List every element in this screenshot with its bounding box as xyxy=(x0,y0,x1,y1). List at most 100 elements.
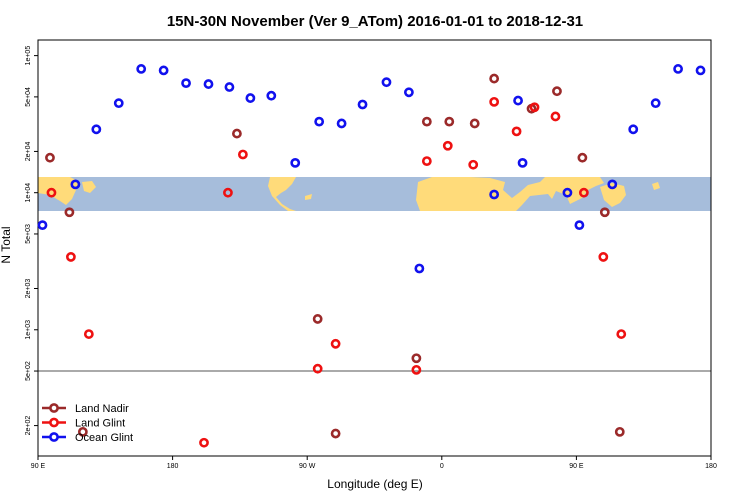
y-axis-label: N Total xyxy=(0,226,13,263)
ocean-glint-point xyxy=(113,98,124,109)
ocean-glint-point xyxy=(290,157,301,168)
x-axis-label: Longitude (deg E) xyxy=(327,477,422,491)
ocean-glint-point xyxy=(158,65,169,76)
land-glint-point xyxy=(83,329,94,339)
ocean-glint-point xyxy=(357,99,368,110)
ocean-glint-point xyxy=(91,124,102,135)
y-tick-label: 5e+04 xyxy=(25,87,32,107)
ocean-glint-point xyxy=(628,124,639,135)
land-glint-point xyxy=(529,102,540,113)
x-tick-label: 90 E xyxy=(31,463,46,470)
land-nadir-point xyxy=(312,314,323,324)
land-nadir-point xyxy=(444,116,455,127)
land-nadir-point xyxy=(64,207,75,218)
landmass-3 xyxy=(268,177,296,211)
ocean-glint-point xyxy=(695,65,706,76)
land-glint-point xyxy=(312,363,323,374)
land-glint-point xyxy=(511,126,522,137)
land-nadir-point xyxy=(577,152,588,163)
legend-marker-land-glint xyxy=(49,417,59,428)
land-glint-point xyxy=(421,156,432,167)
land-nadir-point xyxy=(489,73,500,84)
land-glint-point xyxy=(578,187,589,198)
y-tick-label: 5e+02 xyxy=(25,361,32,381)
land-glint-point xyxy=(489,96,500,107)
y-axis: 2e+02 5e+02 1e+03 2e+03 5e+03 1e+04 2e+04 5e+04… xyxy=(25,46,38,436)
land-nadir-point xyxy=(599,207,610,218)
land-glint-point xyxy=(550,111,561,122)
ocean-glint-point xyxy=(37,220,48,231)
x-tick-label: 90 E xyxy=(569,463,584,470)
y-tick-label: 2e+04 xyxy=(25,142,32,162)
ocean-glint-point xyxy=(136,64,147,74)
y-tick-label: 2e+03 xyxy=(25,279,32,299)
landmass-4 xyxy=(305,194,312,200)
y-tick-label: 1e+04 xyxy=(25,183,32,203)
x-tick-label: 180 xyxy=(167,463,179,470)
y-tick-label: 1e+03 xyxy=(25,320,32,340)
ocean-glint-point xyxy=(181,78,191,89)
legend-label-land-nadir: Land Nadir xyxy=(75,403,129,415)
y-tick-label: 5e+03 xyxy=(25,224,32,244)
land-nadir-point xyxy=(614,426,625,437)
land-nadir-point xyxy=(232,128,242,139)
ocean-glint-point xyxy=(203,79,214,89)
ocean-glint-point xyxy=(489,189,500,200)
ocean-glint-point xyxy=(574,220,585,231)
land-glint-point xyxy=(237,149,248,160)
x-tick-label: 180 xyxy=(705,463,717,470)
land-glint-point xyxy=(199,437,209,448)
land-glint-point xyxy=(598,252,609,262)
ocean-glint-point xyxy=(224,82,235,92)
landmass-6 xyxy=(600,183,626,207)
ocean-glint-point xyxy=(245,93,256,103)
land-glint-point xyxy=(442,140,453,151)
y-tick-label: 1e+05 xyxy=(25,46,32,66)
land-glint-point xyxy=(468,159,479,170)
land-glint-point xyxy=(411,364,422,375)
ocean-glint-point xyxy=(381,77,392,88)
ocean-glint-point xyxy=(266,90,277,101)
ocean-glint-point xyxy=(650,98,661,109)
land-nadir-point xyxy=(45,152,55,163)
land-glint-point xyxy=(616,329,627,339)
legend-label-land-glint: Land Glint xyxy=(75,418,125,430)
landmass-1 xyxy=(38,177,80,205)
legend-marker-ocean-glint xyxy=(49,432,59,442)
ocean-glint-point xyxy=(517,157,528,168)
ocean-glint-point xyxy=(673,64,683,74)
ocean-glint-point xyxy=(513,95,523,106)
land-glint-point xyxy=(223,187,233,198)
landmass-7 xyxy=(652,182,660,190)
landmass-5 xyxy=(416,177,604,211)
land-nadir-point xyxy=(421,116,432,127)
land-nadir-point xyxy=(77,426,88,437)
land-glint-point xyxy=(66,252,76,262)
land-nadir-point xyxy=(330,428,341,439)
ocean-glint-point xyxy=(403,87,414,98)
x-tick-label: 90 W xyxy=(299,463,316,470)
legend-marker-land-nadir xyxy=(49,403,59,413)
land-nadir-point xyxy=(411,353,422,364)
ocean-glint-point xyxy=(70,179,81,190)
ocean-glint-point xyxy=(414,263,425,274)
ocean-glint-point xyxy=(562,187,573,198)
data-points xyxy=(37,64,706,448)
ocean-glint-point xyxy=(336,118,347,129)
y-tick-label: 2e+02 xyxy=(25,416,32,436)
x-tick-label: 0 xyxy=(440,463,444,470)
ocean-glint-point xyxy=(314,116,325,127)
ocean-glint-point xyxy=(607,179,618,190)
land-nadir-point xyxy=(552,86,562,97)
chart-title: 15N-30N November (Ver 9_ATom) 2016-01-01… xyxy=(167,13,583,30)
landmass-2 xyxy=(82,181,96,193)
plot-frame xyxy=(37,39,712,457)
land-glint-point xyxy=(330,338,341,349)
legend: Land Nadir Land Glint Ocean Glint xyxy=(42,403,133,444)
world-map-strip xyxy=(38,177,711,211)
land-glint-point xyxy=(46,187,57,198)
land-nadir-point xyxy=(469,118,480,129)
legend-label-ocean-glint: Ocean Glint xyxy=(75,432,133,444)
x-axis: 90 E 180 90 W 0 90 E 180 xyxy=(31,456,717,470)
